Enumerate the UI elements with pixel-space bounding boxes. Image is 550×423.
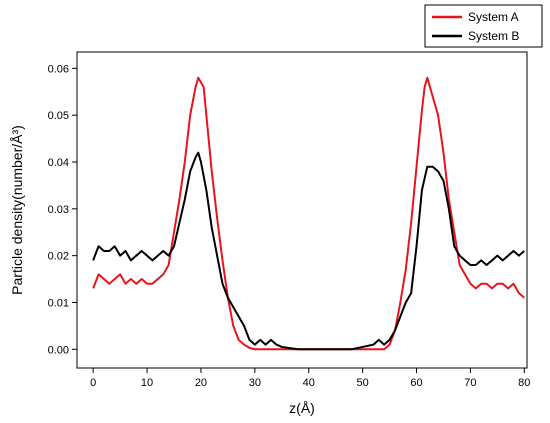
- legend-label-system-b: System B: [468, 29, 519, 43]
- legend: System A System B: [424, 4, 543, 48]
- y-tick-label: 0.00: [48, 344, 69, 356]
- y-axis-ticks: 0.00 0.01 0.02 0.03 0.04 0.05 0.06: [48, 63, 77, 356]
- x-tick-label: 70: [464, 377, 476, 389]
- plot-frame: [76, 51, 528, 369]
- x-tick-label: 50: [357, 377, 369, 389]
- y-tick-label: 0.06: [48, 63, 69, 75]
- y-tick-label: 0.03: [48, 204, 69, 216]
- legend-box: [424, 4, 543, 48]
- series-line-system-a: [92, 76, 525, 351]
- x-tick-label: 20: [195, 377, 207, 389]
- x-tick-label: 80: [518, 377, 530, 389]
- y-tick-label: 0.01: [48, 297, 69, 309]
- legend-label-system-a: System A: [468, 10, 519, 24]
- series-layer: [92, 76, 525, 351]
- y-tick-label: 0.02: [48, 251, 69, 263]
- y-tick-label: 0.05: [48, 110, 69, 122]
- x-tick-label: 40: [303, 377, 315, 389]
- x-tick-label: 0: [90, 377, 96, 389]
- series-line-system-b: [92, 151, 525, 351]
- x-tick-label: 10: [141, 377, 153, 389]
- y-axis-title: Particle density(number/Å³): [9, 125, 25, 295]
- x-axis-title: z(Å): [289, 400, 315, 416]
- x-axis-ticks: 0 10 20 30 40 50 60 70 80: [90, 368, 530, 389]
- x-tick-label: 30: [249, 377, 261, 389]
- y-tick-label: 0.04: [48, 157, 69, 169]
- x-tick-label: 60: [410, 377, 422, 389]
